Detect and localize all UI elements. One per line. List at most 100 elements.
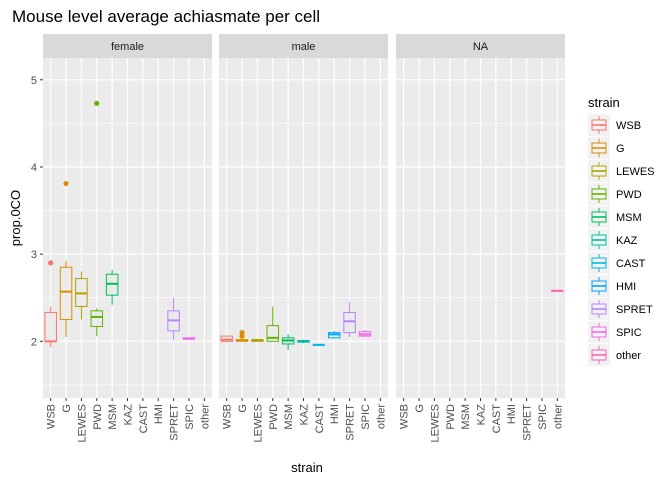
box-wsb — [220, 335, 233, 342]
facet-strip — [219, 34, 388, 58]
legend-item-cast: CAST — [588, 252, 646, 274]
facet-strip-label: female — [111, 41, 144, 53]
box-pwd — [266, 306, 280, 342]
facet-panel-na: NA WSB G LEWES PWD MSM KAZ CAST HMI SPRET SPIC othe… — [396, 34, 565, 443]
y-tick-label: 4 — [31, 162, 37, 174]
legend-item-msm: MSM — [588, 206, 642, 228]
x-tick-label: SPRET — [345, 404, 357, 441]
y-tick-label: 2 — [31, 336, 37, 348]
legend-item-lewes: LEWES — [588, 160, 655, 182]
outlier-point — [239, 330, 245, 336]
box-cast — [312, 343, 326, 346]
x-tick-label: HMI — [153, 404, 165, 424]
box-iqr — [266, 325, 280, 342]
box-g — [59, 180, 73, 337]
x-tick-label: other — [199, 404, 211, 429]
x-tick-label: other — [552, 404, 564, 429]
x-tick-label: G — [414, 404, 426, 413]
x-tick-label: KAZ — [123, 404, 135, 426]
box-iqr — [90, 310, 104, 328]
x-tick-label: MSM — [283, 404, 295, 430]
box-iqr — [44, 312, 57, 342]
box-lewes — [251, 338, 264, 342]
x-tick-label: LEWES — [252, 404, 264, 443]
x-tick-label: CAST — [491, 404, 503, 434]
y-tick-label: 3 — [31, 249, 37, 261]
legend-title: strain — [588, 95, 620, 110]
legend-item-g: G — [588, 137, 625, 159]
outlier-point — [48, 260, 54, 266]
box-msm — [281, 334, 295, 351]
x-tick-label: PWD — [92, 404, 104, 430]
x-tick-label: LEWES — [429, 404, 441, 443]
x-tick-label: G — [237, 404, 249, 413]
facet-strip — [396, 34, 565, 58]
legend: strain WSB G LEWES PWD MSM KAZ CAST HMI SPRET SPI… — [588, 95, 655, 366]
x-tick-label: SPIC — [360, 404, 372, 430]
x-tick-label: CAST — [138, 404, 150, 434]
box-kaz — [297, 339, 310, 344]
x-tick-label: SPRET — [522, 404, 534, 441]
x-tick-label: HMI — [506, 404, 518, 424]
facet-strip-label: NA — [473, 41, 489, 53]
legend-label: SPRET — [616, 304, 653, 316]
x-tick-label: KAZ — [476, 404, 488, 426]
box-spic — [182, 337, 196, 340]
box-g — [235, 330, 249, 342]
legend-item-wsb: WSB — [588, 114, 641, 136]
legend-item-pwd: PWD — [588, 183, 642, 205]
x-tick-label: MSM — [460, 404, 472, 430]
outlier-point — [63, 180, 69, 187]
legend-item-hmi: HMI — [588, 275, 636, 297]
x-tick-label: WSB — [46, 404, 58, 429]
y-axis: 2 3 4 5 — [31, 75, 43, 348]
x-axis-title: strain — [291, 460, 323, 475]
legend-item-kaz: KAZ — [588, 229, 638, 251]
legend-item-other: other — [588, 344, 641, 366]
x-tick-label: CAST — [314, 404, 326, 434]
box-spic — [358, 330, 372, 337]
legend-label: KAZ — [616, 235, 638, 247]
box-iqr — [59, 266, 73, 321]
box-iqr — [343, 312, 356, 334]
facet-panel-female: female WSB G LEWES PWD MSM KAZ CAST HMI SPRET SPIC… — [43, 34, 212, 443]
chart-title: Mouse level average achiasmate per cell — [12, 7, 320, 26]
box-pwd — [90, 100, 104, 337]
legend-label: MSM — [616, 212, 642, 224]
box-other — [551, 289, 564, 292]
facet-panel-male: male WSB G LEWES PWD MSM KAZ CAST HMI SPRET SPIC ot… — [219, 34, 388, 443]
x-tick-label: WSB — [399, 404, 411, 429]
facet-strip-label: male — [292, 41, 316, 53]
x-tick-label: MSM — [107, 404, 119, 430]
x-tick-label: SPRET — [169, 404, 181, 441]
legend-label: LEWES — [616, 166, 655, 178]
box-lewes — [75, 271, 88, 320]
legend-item-spic: SPIC — [588, 321, 642, 343]
box-hmi — [327, 330, 341, 339]
x-tick-label: LEWES — [76, 404, 88, 443]
legend-label: other — [616, 350, 641, 362]
x-tick-label: SPIC — [537, 404, 549, 430]
x-tick-label: other — [375, 404, 387, 429]
legend-label: PWD — [616, 189, 642, 201]
x-tick-label: WSB — [222, 404, 234, 429]
box-spret — [343, 302, 356, 337]
legend-label: SPIC — [616, 327, 642, 339]
box-msm — [105, 269, 119, 305]
box-spret — [167, 297, 180, 340]
legend-item-spret: SPRET — [588, 298, 653, 320]
box-wsb — [44, 260, 57, 348]
facet-strip — [43, 34, 212, 58]
legend-label: WSB — [616, 120, 641, 132]
y-axis-title: prop.0CO — [8, 190, 23, 246]
x-tick-label: G — [61, 404, 73, 413]
legend-label: HMI — [616, 281, 636, 293]
x-tick-label: HMI — [329, 404, 341, 424]
x-tick-label: SPIC — [184, 404, 196, 430]
x-tick-label: KAZ — [299, 404, 311, 426]
legend-label: CAST — [616, 258, 646, 270]
x-tick-label: PWD — [268, 404, 280, 430]
outlier-point — [94, 100, 100, 106]
